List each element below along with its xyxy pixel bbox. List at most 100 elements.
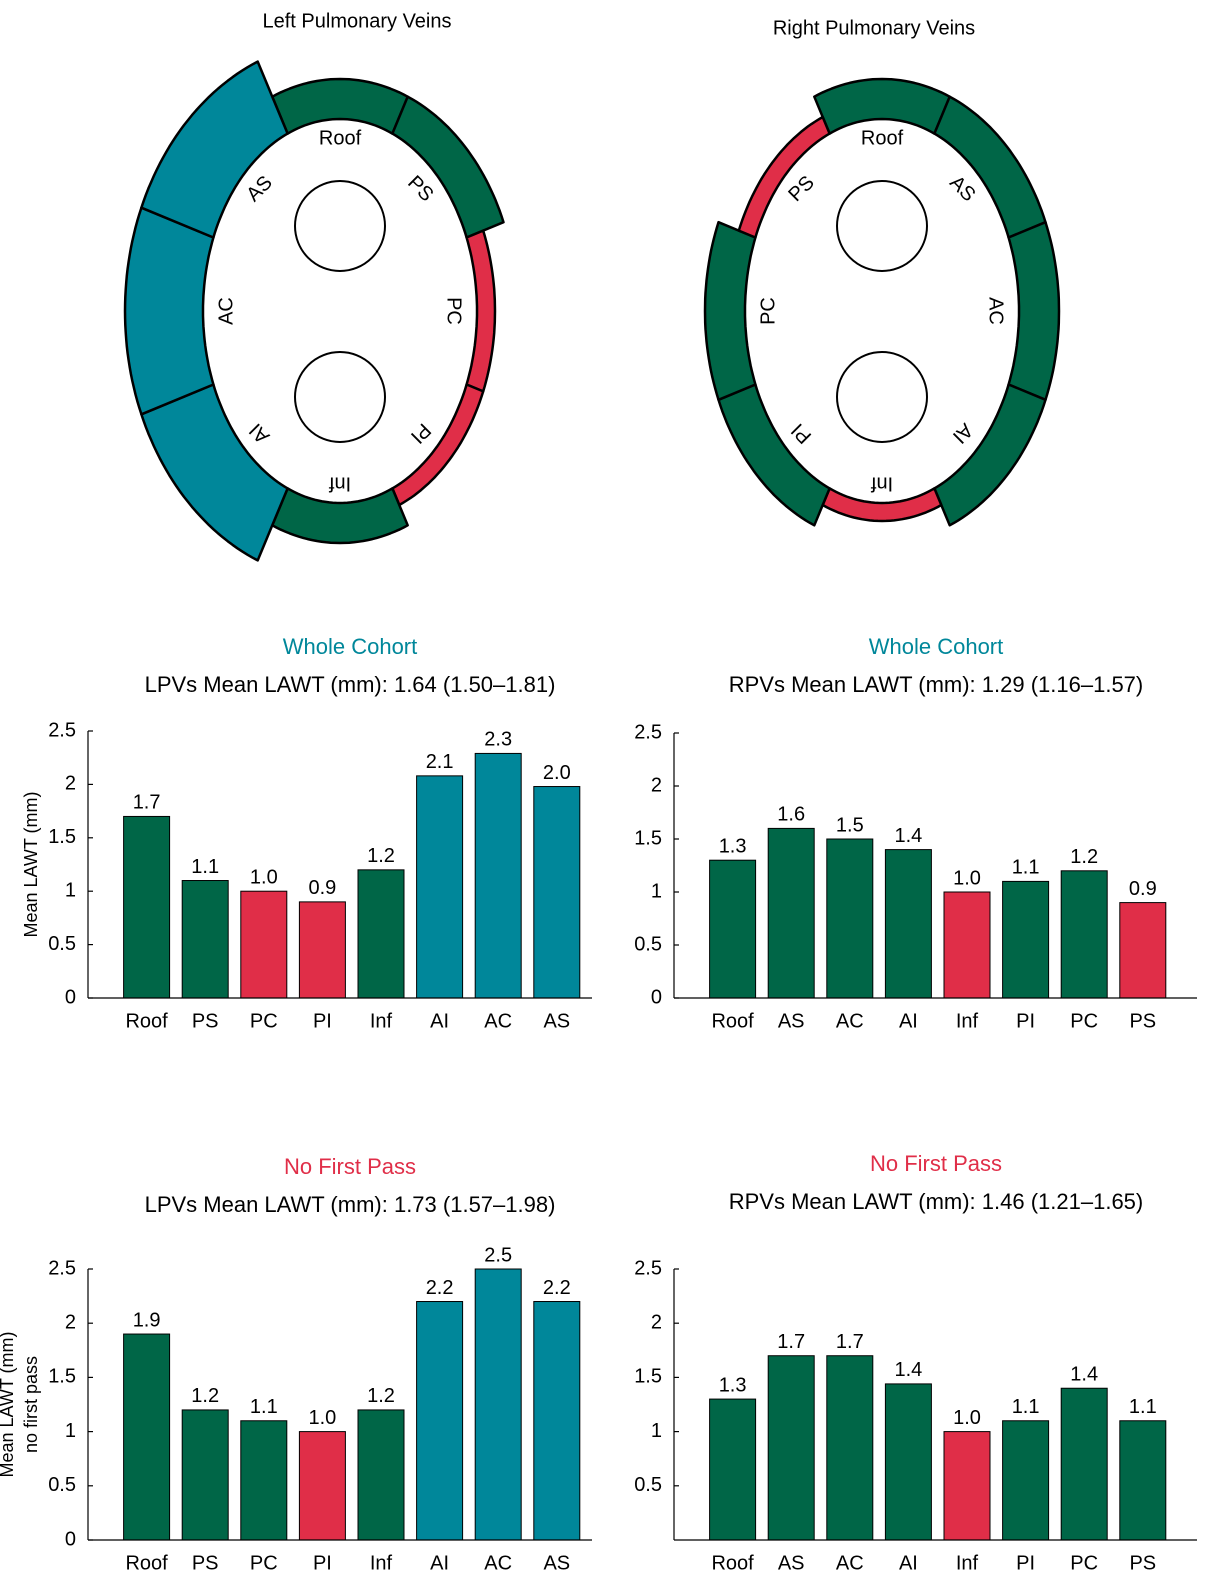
y-tick-label: 1.5 (634, 1366, 662, 1388)
value-label: 2.2 (426, 1277, 454, 1299)
x-tick-label: AS (778, 1010, 805, 1032)
y-tick-label: 0.5 (48, 1474, 76, 1496)
bar (767, 827, 815, 999)
segment-label: Roof (319, 127, 362, 149)
y-tick-label: 2.5 (48, 1257, 76, 1279)
y-tick-label: 1.5 (48, 1366, 76, 1388)
value-label: 1.9 (133, 1309, 161, 1331)
y-tick-label: 2 (65, 773, 76, 795)
x-tick-label: Roof (125, 1552, 168, 1574)
y-tick-label: 2 (651, 774, 662, 796)
chart-title: No First Pass (870, 1151, 1002, 1176)
x-tick-label: PS (192, 1010, 219, 1032)
y-tick-label: 0 (65, 986, 76, 1008)
segment-label: PI (787, 419, 816, 448)
ring-segment (391, 95, 505, 239)
bar (884, 1383, 932, 1541)
segment-label: AI (948, 419, 977, 448)
value-label: 1.0 (953, 1407, 981, 1429)
x-tick-label: Roof (711, 1010, 754, 1032)
x-tick-label: PI (313, 1552, 332, 1574)
ring-segment (703, 220, 757, 402)
y-tick-label: 2.5 (48, 719, 76, 741)
x-tick-label: AS (543, 1552, 570, 1574)
ring-segment (465, 229, 497, 393)
bar (1119, 902, 1167, 999)
ring-segment (933, 95, 1047, 239)
diagram-title: Left Pulmonary Veins (263, 10, 452, 32)
x-tick-label: AI (430, 1010, 449, 1032)
bar (181, 880, 229, 999)
bar (884, 849, 932, 999)
segment-label: PS (403, 172, 437, 206)
segment-label: AS (242, 172, 276, 206)
x-tick-label: PI (1016, 1552, 1035, 1574)
x-tick-label: AI (899, 1552, 918, 1574)
vein-circle (836, 180, 928, 272)
y-axis-label: no first pass (21, 1356, 41, 1453)
y-axis-label: Mean LAWT (mm) (0, 1331, 17, 1477)
vein-circle (294, 180, 386, 272)
value-label: 1.4 (894, 1359, 922, 1381)
ring-segment (123, 206, 215, 416)
y-tick-label: 1 (651, 1420, 662, 1442)
bar (767, 1355, 815, 1541)
vein-circle (836, 351, 928, 443)
bar (474, 752, 522, 999)
bar (1060, 870, 1108, 999)
ring-segment (717, 383, 831, 527)
chart-subtitle: RPVs Mean LAWT (mm): 1.29 (1.16–1.57) (729, 672, 1144, 697)
value-label: 1.2 (191, 1385, 219, 1407)
vein-circle (294, 351, 386, 443)
x-tick-label: PI (313, 1010, 332, 1032)
value-label: 1.7 (777, 1331, 805, 1353)
x-tick-label: PI (1016, 1010, 1035, 1032)
value-label: 1.0 (250, 866, 278, 888)
bar (943, 891, 991, 999)
value-label: 2.5 (484, 1244, 512, 1266)
y-tick-label: 1.5 (634, 827, 662, 849)
x-tick-label: Inf (956, 1010, 979, 1032)
chart-title: Whole Cohort (283, 634, 418, 659)
bar (533, 786, 581, 999)
bar (357, 1409, 405, 1541)
value-label: 2.0 (543, 762, 571, 784)
y-tick-label: 1.5 (48, 826, 76, 848)
value-label: 0.9 (1129, 878, 1157, 900)
x-tick-label: PS (1129, 1552, 1156, 1574)
y-tick-label: 1 (65, 1420, 76, 1442)
bar (1060, 1387, 1108, 1541)
y-tick-label: 1 (65, 879, 76, 901)
value-label: 1.4 (894, 825, 922, 847)
segment-label: AI (245, 419, 274, 448)
bar (240, 1420, 288, 1541)
y-tick-label: 0 (65, 1528, 76, 1550)
y-tick-label: 0.5 (48, 933, 76, 955)
ring-segment (737, 115, 831, 239)
bar (298, 901, 346, 999)
bar (709, 1398, 757, 1541)
bar (181, 1409, 229, 1541)
bar (123, 1333, 171, 1541)
segment-label: Inf (870, 473, 893, 495)
x-tick-label: Roof (711, 1552, 754, 1574)
x-tick-label: Roof (125, 1010, 168, 1032)
x-tick-label: PC (1070, 1010, 1098, 1032)
ring-segment (813, 77, 951, 135)
ring-segment (933, 383, 1047, 527)
x-tick-label: AC (484, 1552, 512, 1574)
x-tick-label: PC (250, 1010, 278, 1032)
segment-label: AS (945, 172, 979, 206)
bar (1002, 1420, 1050, 1541)
bar (416, 1301, 464, 1541)
x-tick-label: PC (250, 1552, 278, 1574)
value-label: 1.1 (1012, 1396, 1040, 1418)
segment-label: Inf (328, 473, 351, 495)
x-tick-label: AC (836, 1010, 864, 1032)
bar (826, 838, 874, 999)
x-tick-label: AI (430, 1552, 449, 1574)
value-label: 1.2 (367, 1385, 395, 1407)
ring-segment (1007, 220, 1061, 402)
value-label: 1.0 (308, 1407, 336, 1429)
x-tick-label: AS (543, 1010, 570, 1032)
